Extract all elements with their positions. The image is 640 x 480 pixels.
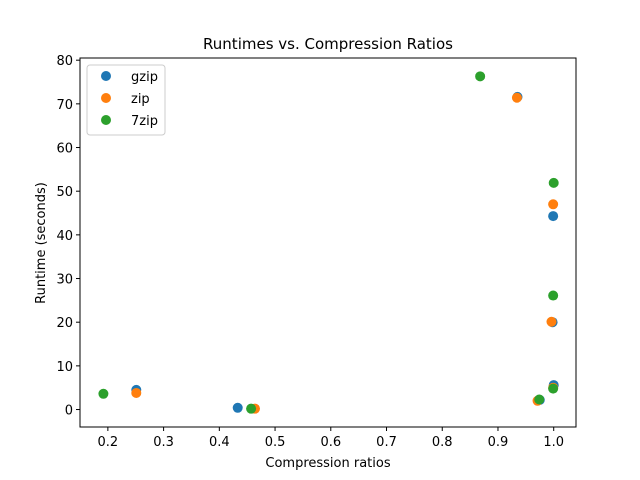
point-zip	[511, 92, 522, 103]
point-7zip	[548, 383, 559, 394]
point-7zip	[246, 403, 257, 414]
x-tick-label: 0.7	[376, 435, 397, 450]
point-7zip	[548, 177, 559, 188]
y-tick-label: 50	[56, 185, 73, 200]
x-axis-ticks: 0.2 0.3 0.4 0.5 0.6 0.7 0.8 0.9 1.0	[98, 427, 564, 450]
x-axis-label: Compression ratios	[265, 456, 390, 471]
y-axis-ticks: 0 10 20 30 40 50 60 70 80	[56, 54, 80, 419]
y-tick-label: 80	[56, 54, 73, 69]
legend-marker-7zip	[101, 115, 111, 125]
y-tick-label: 20	[56, 316, 73, 331]
point-zip	[131, 387, 142, 398]
point-7zip	[98, 388, 109, 399]
legend-label-zip: zip	[131, 92, 150, 107]
x-tick-label: 0.8	[432, 435, 453, 450]
point-gzip	[232, 402, 243, 413]
x-tick-label: 0.3	[153, 435, 174, 450]
x-tick-label: 1.0	[543, 435, 564, 450]
x-tick-label: 0.5	[265, 435, 286, 450]
point-zip	[548, 199, 559, 210]
y-tick-label: 40	[56, 229, 73, 244]
y-tick-label: 30	[56, 273, 73, 288]
x-tick-label: 0.4	[209, 435, 230, 450]
point-gzip	[548, 211, 559, 222]
x-tick-label: 0.9	[488, 435, 509, 450]
x-tick-label: 0.2	[98, 435, 119, 450]
y-tick-label: 60	[56, 142, 73, 157]
chart-title: Runtimes vs. Compression Ratios	[203, 35, 453, 53]
x-tick-label: 0.6	[320, 435, 341, 450]
legend-marker-zip	[101, 93, 111, 103]
point-7zip	[548, 290, 559, 301]
data-points	[98, 71, 559, 414]
legend: gzip zip 7zip	[86, 64, 166, 136]
y-tick-label: 10	[56, 360, 73, 375]
y-tick-label: 70	[56, 98, 73, 113]
point-7zip	[534, 394, 545, 405]
point-7zip	[475, 71, 486, 82]
y-axis-label: Runtime (seconds)	[34, 182, 49, 304]
y-tick-label: 0	[65, 404, 73, 419]
legend-label-gzip: gzip	[131, 70, 158, 85]
legend-label-7zip: 7zip	[131, 114, 158, 129]
point-zip	[546, 316, 557, 327]
legend-marker-gzip	[101, 71, 111, 81]
